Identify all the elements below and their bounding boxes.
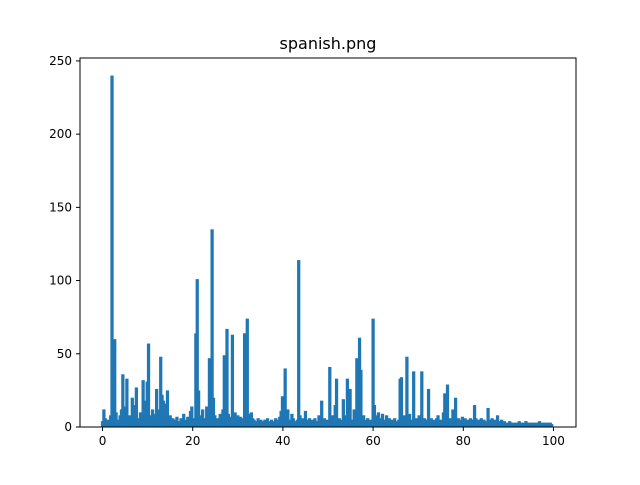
bar [341,399,345,427]
bar [245,318,249,427]
y-tick-label: 50 [57,347,72,361]
bar [155,388,159,427]
bar [322,418,327,427]
bar [230,334,235,427]
bar [307,418,312,427]
bar [405,356,409,427]
x-tick-label: 60 [365,434,380,448]
axes-layer: 0 20 40 60 80 100 0 50 100 150 200 250 [49,54,577,448]
bar [114,412,118,427]
bar [468,418,473,427]
bar [550,424,554,427]
bar [190,406,194,427]
bar [113,339,117,427]
x-tick-label: 0 [99,434,107,448]
bar [297,260,301,427]
bar [201,409,205,427]
bar [445,384,450,427]
y-tick-label: 100 [49,274,72,288]
bar [328,366,332,427]
bar [150,409,155,427]
y-tick-label: 150 [49,200,72,214]
bar [337,418,341,427]
plot-frame [79,57,577,428]
bar [472,405,477,427]
bar [443,393,447,427]
bar [371,318,375,427]
bar [161,400,166,427]
bar [407,413,412,427]
bar [146,343,151,427]
bar [103,418,107,427]
bar [195,279,199,427]
bar [387,418,391,427]
bar [359,369,363,427]
bar [429,418,433,427]
bar [426,388,431,427]
bar [301,418,305,427]
bar [242,333,247,427]
bar [399,377,404,427]
bar [345,378,350,427]
x-tick-label: 20 [185,434,200,448]
x-tick-label: 80 [456,434,471,448]
bar [110,75,114,427]
x-tick-label: 100 [542,434,565,448]
y-tick-label: 200 [49,127,72,141]
bar [486,407,490,427]
bar [412,371,416,427]
bar [463,418,467,427]
bar [420,371,424,427]
bar [303,410,308,427]
bar [121,374,125,427]
y-tick-label: 250 [49,54,72,68]
bar [225,328,229,427]
chart-title: spanish.png [280,34,377,53]
bar [125,378,129,427]
bar [414,418,418,427]
bar [165,390,170,427]
bars-layer [100,75,554,427]
x-tick-label: 40 [275,434,290,448]
bar [265,418,270,427]
bar [355,358,359,427]
bar [215,418,220,427]
bar [207,358,212,427]
y-tick-label: 0 [64,420,72,434]
bar [286,409,290,427]
bar [134,387,138,427]
bar [222,355,226,427]
bar [159,356,163,427]
bar [490,418,494,427]
bar [283,368,287,427]
bar [366,418,370,427]
bar [380,413,385,427]
bar [280,396,285,427]
bar [130,397,134,427]
bar [196,390,201,427]
bar [334,378,339,427]
bar [422,418,427,427]
bar [451,409,455,427]
bar [211,397,216,427]
bar [313,418,317,427]
bar [247,413,251,427]
bar [210,229,214,427]
bar [348,388,352,427]
bar [256,418,260,427]
bar [141,380,145,427]
bar [453,397,458,427]
bar [456,418,460,427]
bar [320,400,324,427]
bar [393,418,397,427]
bar [171,418,175,427]
